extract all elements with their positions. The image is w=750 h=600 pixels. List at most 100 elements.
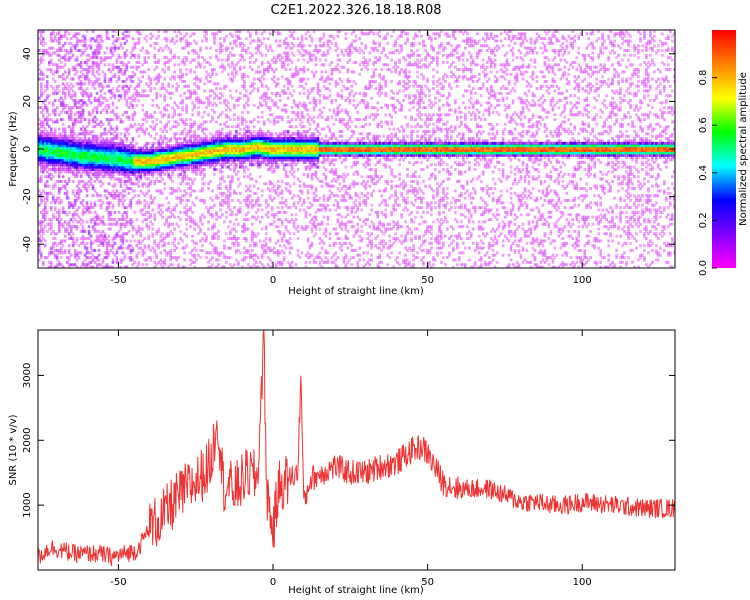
heatmap-cell	[163, 241, 166, 245]
heatmap-cell	[181, 120, 184, 124]
heatmap-cell	[109, 156, 113, 160]
heatmap-cell	[89, 218, 93, 221]
heatmap-cell	[87, 144, 91, 148]
heatmap-cell	[111, 144, 115, 148]
heatmap-cell	[69, 201, 73, 205]
heatmap-cell	[111, 165, 115, 169]
heatmap-cell	[69, 118, 73, 122]
heatmap-cell	[169, 160, 172, 164]
heatmap-cell	[73, 46, 77, 50]
heatmap-cell	[167, 251, 170, 255]
heatmap-cell	[157, 58, 161, 62]
heatmap-cell	[69, 110, 73, 114]
heatmap-cell	[53, 165, 57, 169]
heatmap-cell	[119, 239, 123, 243]
heatmap-cell	[73, 168, 77, 172]
heatmap-cell	[165, 144, 168, 148]
heatmap-cell	[117, 153, 121, 157]
heatmap-cell	[137, 91, 141, 95]
heatmap-cell	[179, 32, 182, 36]
heatmap-cell	[73, 163, 77, 167]
heatmap-cell	[61, 239, 65, 243]
heatmap-cell	[95, 229, 99, 233]
heatmap-cell	[117, 151, 121, 155]
heatmap-cell	[111, 196, 115, 200]
heatmap-cell	[149, 179, 153, 183]
heatmap-cell	[161, 113, 165, 117]
heatmap-cell	[63, 34, 67, 38]
heatmap-cell	[169, 139, 172, 143]
heatmap-cell	[95, 146, 99, 150]
heatmap-cell	[67, 58, 71, 62]
heatmap-cell	[75, 101, 79, 105]
heatmap-cell	[103, 151, 107, 155]
heatmap-cell	[143, 198, 147, 202]
heatmap-cell	[99, 239, 103, 243]
heatmap-cell	[55, 65, 59, 69]
heatmap-cell	[97, 34, 101, 38]
heatmap-cell	[97, 234, 101, 238]
heatmap-cell	[57, 210, 61, 214]
heatmap-cell	[165, 165, 168, 169]
heatmap-cell	[123, 194, 127, 198]
heatmap-cell	[113, 153, 117, 157]
heatmap-cell	[149, 201, 153, 205]
heatmap-cell	[284, 210, 288, 214]
heatmap-cell	[215, 49, 218, 53]
heatmap-cell	[249, 244, 252, 248]
heatmap-cell	[175, 222, 178, 226]
heatmap-cell	[105, 108, 109, 112]
heatmap-cell	[284, 198, 288, 202]
heatmap-cell	[249, 189, 252, 193]
heatmap-cell	[77, 101, 81, 105]
heatmap-cell	[252, 77, 256, 81]
heatmap-cell	[65, 51, 69, 55]
heatmap-cell	[43, 184, 47, 188]
heatmap-cell	[117, 191, 121, 195]
heatmap-cell	[167, 82, 170, 86]
heatmap-cell	[149, 258, 153, 262]
heatmap-cell	[157, 151, 161, 155]
heatmap-cell	[157, 206, 161, 210]
heatmap-cell	[179, 168, 182, 172]
heatmap-cell	[139, 227, 143, 231]
heatmap-cell	[159, 239, 163, 243]
heatmap-cell	[97, 194, 101, 198]
heatmap-cell	[133, 113, 137, 117]
heatmap-cell	[91, 184, 95, 188]
heatmap-cell	[290, 60, 294, 64]
heatmap-cell	[235, 218, 238, 221]
heatmap-cell	[91, 120, 95, 124]
heatmap-cell	[137, 134, 141, 138]
heatmap-cell	[256, 120, 260, 124]
heatmap-cell	[121, 144, 125, 148]
heatmap-cell	[103, 194, 107, 198]
heatmap-cell	[125, 187, 129, 191]
heatmap-cell	[181, 265, 184, 268]
heatmap-cell	[231, 34, 234, 38]
heatmap-cell	[59, 60, 63, 64]
heatmap-cell	[159, 120, 163, 124]
heatmap-cell	[245, 237, 248, 241]
heatmap-cell	[89, 234, 93, 238]
heatmap-cell	[119, 198, 123, 202]
heatmap-cell	[175, 141, 178, 145]
heatmap-cell	[131, 151, 135, 155]
heatmap-cell	[207, 113, 210, 117]
heatmap-cell	[57, 196, 61, 200]
heatmap-cell	[103, 165, 107, 169]
heatmap-cell	[61, 208, 65, 212]
heatmap-cell	[69, 225, 73, 229]
heatmap-cell	[53, 120, 57, 124]
heatmap-cell	[61, 168, 65, 172]
heatmap-cell	[59, 198, 63, 202]
heatmap-cell	[113, 165, 117, 169]
heatmap-cell	[125, 49, 129, 53]
heatmap-cell	[125, 232, 129, 236]
heatmap-cell	[99, 141, 103, 145]
heatmap-cell	[61, 44, 65, 48]
heatmap-cell	[61, 210, 65, 214]
heatmap-cell	[171, 146, 174, 150]
heatmap-cell	[38, 220, 41, 224]
heatmap-cell	[155, 263, 159, 267]
